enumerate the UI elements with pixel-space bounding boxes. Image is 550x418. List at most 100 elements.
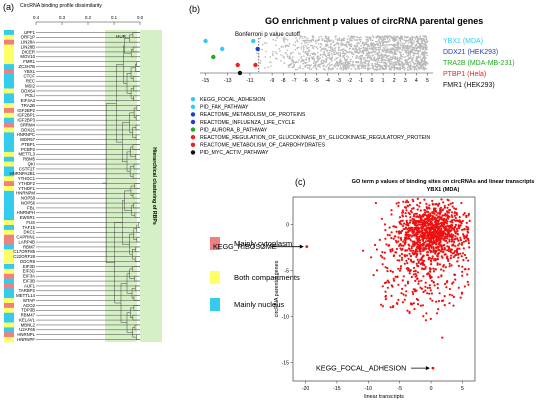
background-point bbox=[406, 55, 409, 57]
scatter-point bbox=[412, 249, 415, 252]
scatter-point bbox=[435, 249, 438, 253]
background-point bbox=[364, 56, 366, 59]
dendrogram-tick-label: 0.3 bbox=[59, 15, 66, 20]
scatter-point bbox=[451, 205, 454, 208]
scatter-point bbox=[446, 249, 449, 252]
scatter-point bbox=[399, 267, 402, 270]
background-point bbox=[301, 59, 303, 62]
rbp-leaf-label: RBM7 bbox=[23, 244, 36, 249]
background-point bbox=[390, 60, 393, 63]
background-point bbox=[309, 44, 312, 47]
background-point bbox=[336, 60, 338, 63]
scatter-point bbox=[416, 250, 419, 253]
background-point bbox=[389, 58, 391, 60]
scatter-point bbox=[423, 198, 426, 201]
scatter-point bbox=[451, 201, 454, 205]
scatter-point bbox=[454, 245, 457, 248]
scatter-point bbox=[442, 201, 445, 204]
scatter-point bbox=[435, 312, 439, 315]
background-point bbox=[421, 51, 423, 53]
background-point bbox=[330, 50, 332, 52]
scatter-point bbox=[438, 226, 441, 230]
background-point bbox=[305, 64, 308, 66]
background-point bbox=[419, 47, 422, 50]
scatter-point bbox=[381, 305, 384, 308]
background-point bbox=[396, 68, 399, 70]
scatter-point bbox=[383, 257, 386, 260]
scatter-point bbox=[381, 251, 384, 254]
background-point bbox=[276, 58, 278, 60]
plot-frame bbox=[292, 196, 476, 382]
background-point bbox=[413, 46, 415, 48]
background-point bbox=[280, 60, 282, 62]
background-point bbox=[376, 40, 378, 43]
scatter-point bbox=[466, 228, 469, 231]
background-point bbox=[325, 65, 327, 68]
rbp-leaf-label: EIF3B bbox=[23, 278, 35, 283]
background-point bbox=[385, 44, 388, 46]
scatter-point bbox=[426, 239, 429, 242]
background-point bbox=[371, 67, 374, 70]
background-point bbox=[360, 67, 363, 69]
rbp-leaf-label: UPF1 bbox=[24, 30, 36, 35]
background-point bbox=[386, 47, 388, 49]
scatter-point bbox=[424, 319, 428, 322]
background-point bbox=[378, 50, 381, 52]
scatter-point bbox=[423, 228, 426, 231]
scatter-point bbox=[453, 207, 456, 210]
scatter-point bbox=[430, 279, 433, 282]
background-point bbox=[329, 49, 331, 52]
background-point bbox=[426, 41, 428, 44]
scatter-point bbox=[451, 239, 454, 242]
panel-a-dendrogram: (a) CircRNA binding profile dissimilarit… bbox=[0, 0, 185, 413]
scatter-point bbox=[436, 230, 439, 234]
x-tick-label: -8 bbox=[281, 78, 286, 84]
scatter-point bbox=[412, 218, 416, 221]
scatter-point bbox=[432, 247, 435, 250]
scatter-point bbox=[400, 252, 403, 256]
scatter-point bbox=[432, 234, 436, 237]
background-point bbox=[362, 65, 365, 68]
rbp-leaf-label: WTAP bbox=[23, 298, 35, 303]
scatter-point bbox=[440, 299, 444, 302]
scatter-point bbox=[424, 285, 427, 288]
background-point bbox=[351, 48, 354, 50]
scatter-point bbox=[448, 215, 451, 218]
scatter-point bbox=[460, 292, 463, 295]
scatter-point bbox=[448, 293, 451, 296]
background-point bbox=[324, 40, 326, 43]
scatter-point bbox=[461, 219, 464, 223]
scatter-point bbox=[431, 215, 434, 218]
background-point bbox=[369, 38, 372, 40]
scatter-point bbox=[441, 235, 444, 238]
scatter-point bbox=[395, 226, 398, 229]
background-point bbox=[393, 68, 396, 70]
scatter-point bbox=[386, 267, 389, 270]
scatter-point bbox=[417, 231, 420, 234]
localization-cell bbox=[4, 103, 14, 109]
scatter-point bbox=[456, 237, 459, 240]
scatter-point bbox=[438, 263, 441, 266]
background-point bbox=[376, 60, 379, 63]
background-point bbox=[382, 38, 385, 41]
background-point bbox=[352, 53, 355, 56]
localization-cell bbox=[4, 186, 14, 192]
background-point bbox=[347, 43, 350, 45]
scatter-point bbox=[449, 220, 452, 223]
background-point bbox=[379, 61, 381, 64]
background-point bbox=[341, 65, 344, 67]
background-point bbox=[322, 67, 325, 70]
scatter-point bbox=[405, 234, 408, 237]
series-legend-label: FMR1 (HEK293) bbox=[443, 82, 495, 89]
scatter-point bbox=[446, 258, 449, 261]
background-point bbox=[328, 56, 331, 59]
scatter-point bbox=[397, 267, 400, 270]
background-point bbox=[375, 40, 377, 43]
background-point bbox=[402, 64, 404, 66]
scatter-point bbox=[445, 286, 448, 289]
scatter-point bbox=[408, 203, 411, 207]
background-point bbox=[327, 69, 330, 71]
background-point bbox=[378, 38, 381, 40]
background-point bbox=[292, 60, 295, 63]
background-point bbox=[403, 63, 406, 66]
